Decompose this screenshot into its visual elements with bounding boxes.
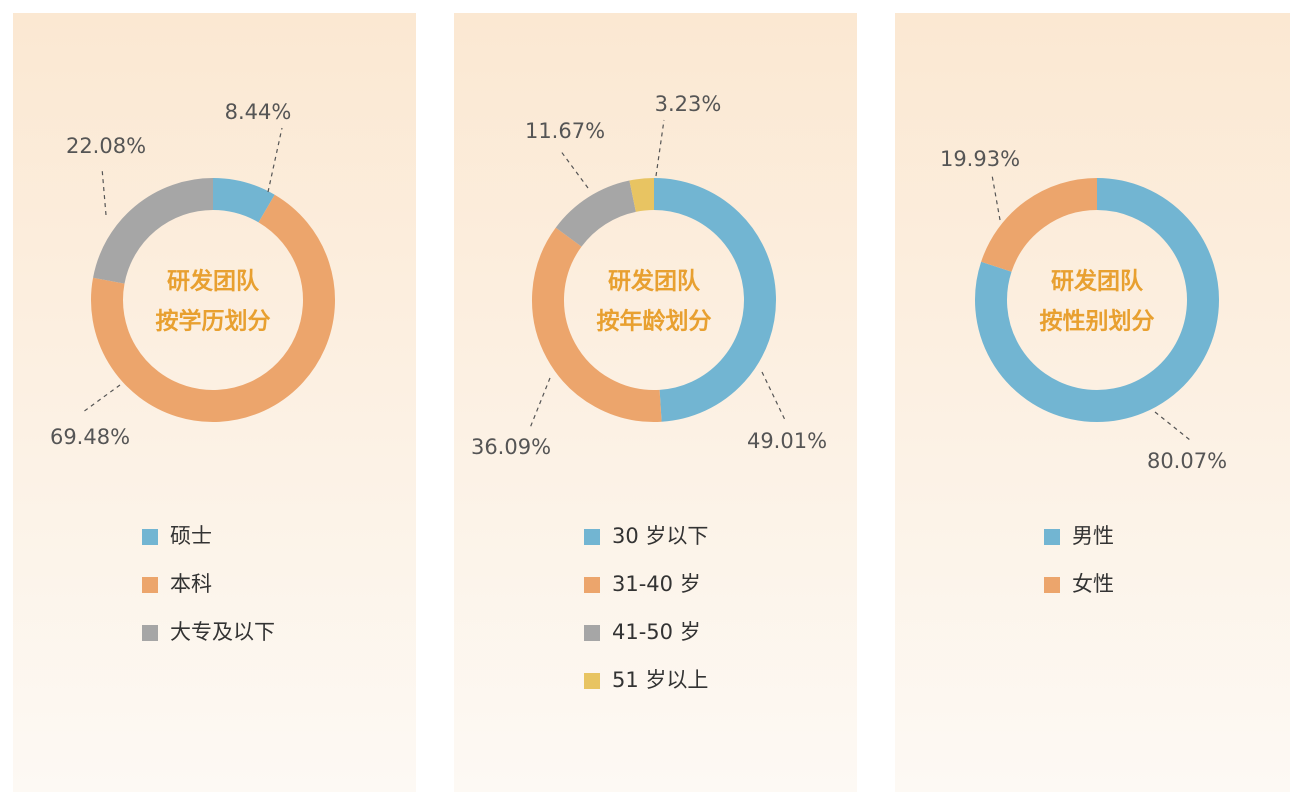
- legend-label: 女性: [1072, 572, 1114, 596]
- legend-swatch: [1044, 529, 1060, 545]
- legend-swatch: [584, 577, 600, 593]
- center-title: 研发团队: [167, 268, 260, 295]
- legend-swatch: [1044, 577, 1060, 593]
- data-label: 36.09%: [471, 435, 551, 459]
- legend-label: 51 岁以上: [612, 668, 708, 692]
- donut-slice: [91, 194, 335, 422]
- donut-slice: [981, 178, 1098, 273]
- legend-label: 30 岁以下: [612, 524, 708, 548]
- legend-swatch: [584, 673, 600, 689]
- center-title: 研发团队: [608, 268, 701, 295]
- leader-line: [761, 371, 786, 421]
- data-label: 49.01%: [747, 429, 827, 453]
- legend-label: 31-40 岁: [612, 572, 701, 596]
- legend-swatch: [584, 625, 600, 641]
- legend-swatch: [142, 577, 158, 593]
- donut-slice: [653, 178, 776, 422]
- leader-line: [529, 377, 551, 429]
- donut-slice: [212, 178, 275, 223]
- center-subtitle: 按性别划分: [1040, 308, 1155, 335]
- donut-slice: [555, 180, 637, 248]
- data-label: 3.23%: [655, 92, 722, 116]
- donut-slice: [629, 178, 655, 212]
- legend-swatch: [142, 625, 158, 641]
- center-subtitle: 按年龄划分: [597, 308, 712, 335]
- donut-slice: [975, 178, 1219, 422]
- legend-label: 大专及以下: [170, 620, 275, 644]
- data-label: 69.48%: [50, 425, 130, 449]
- data-label: 8.44%: [225, 100, 292, 124]
- leader-line: [267, 127, 283, 193]
- legend-label: 硕士: [170, 524, 212, 548]
- legend-label: 男性: [1072, 524, 1114, 548]
- donut-slice: [93, 178, 214, 285]
- leader-line: [655, 119, 665, 177]
- legend-label: 本科: [170, 572, 212, 596]
- center-title: 研发团队: [1051, 268, 1144, 295]
- data-label: 11.67%: [525, 119, 605, 143]
- data-label: 22.08%: [66, 134, 146, 158]
- center-subtitle: 按学历划分: [156, 308, 271, 335]
- legend-swatch: [142, 529, 158, 545]
- data-label: 80.07%: [1147, 449, 1227, 473]
- data-label: 19.93%: [940, 147, 1020, 171]
- legend-swatch: [584, 529, 600, 545]
- legend-label: 41-50 岁: [612, 620, 701, 644]
- donut-slice: [532, 227, 662, 422]
